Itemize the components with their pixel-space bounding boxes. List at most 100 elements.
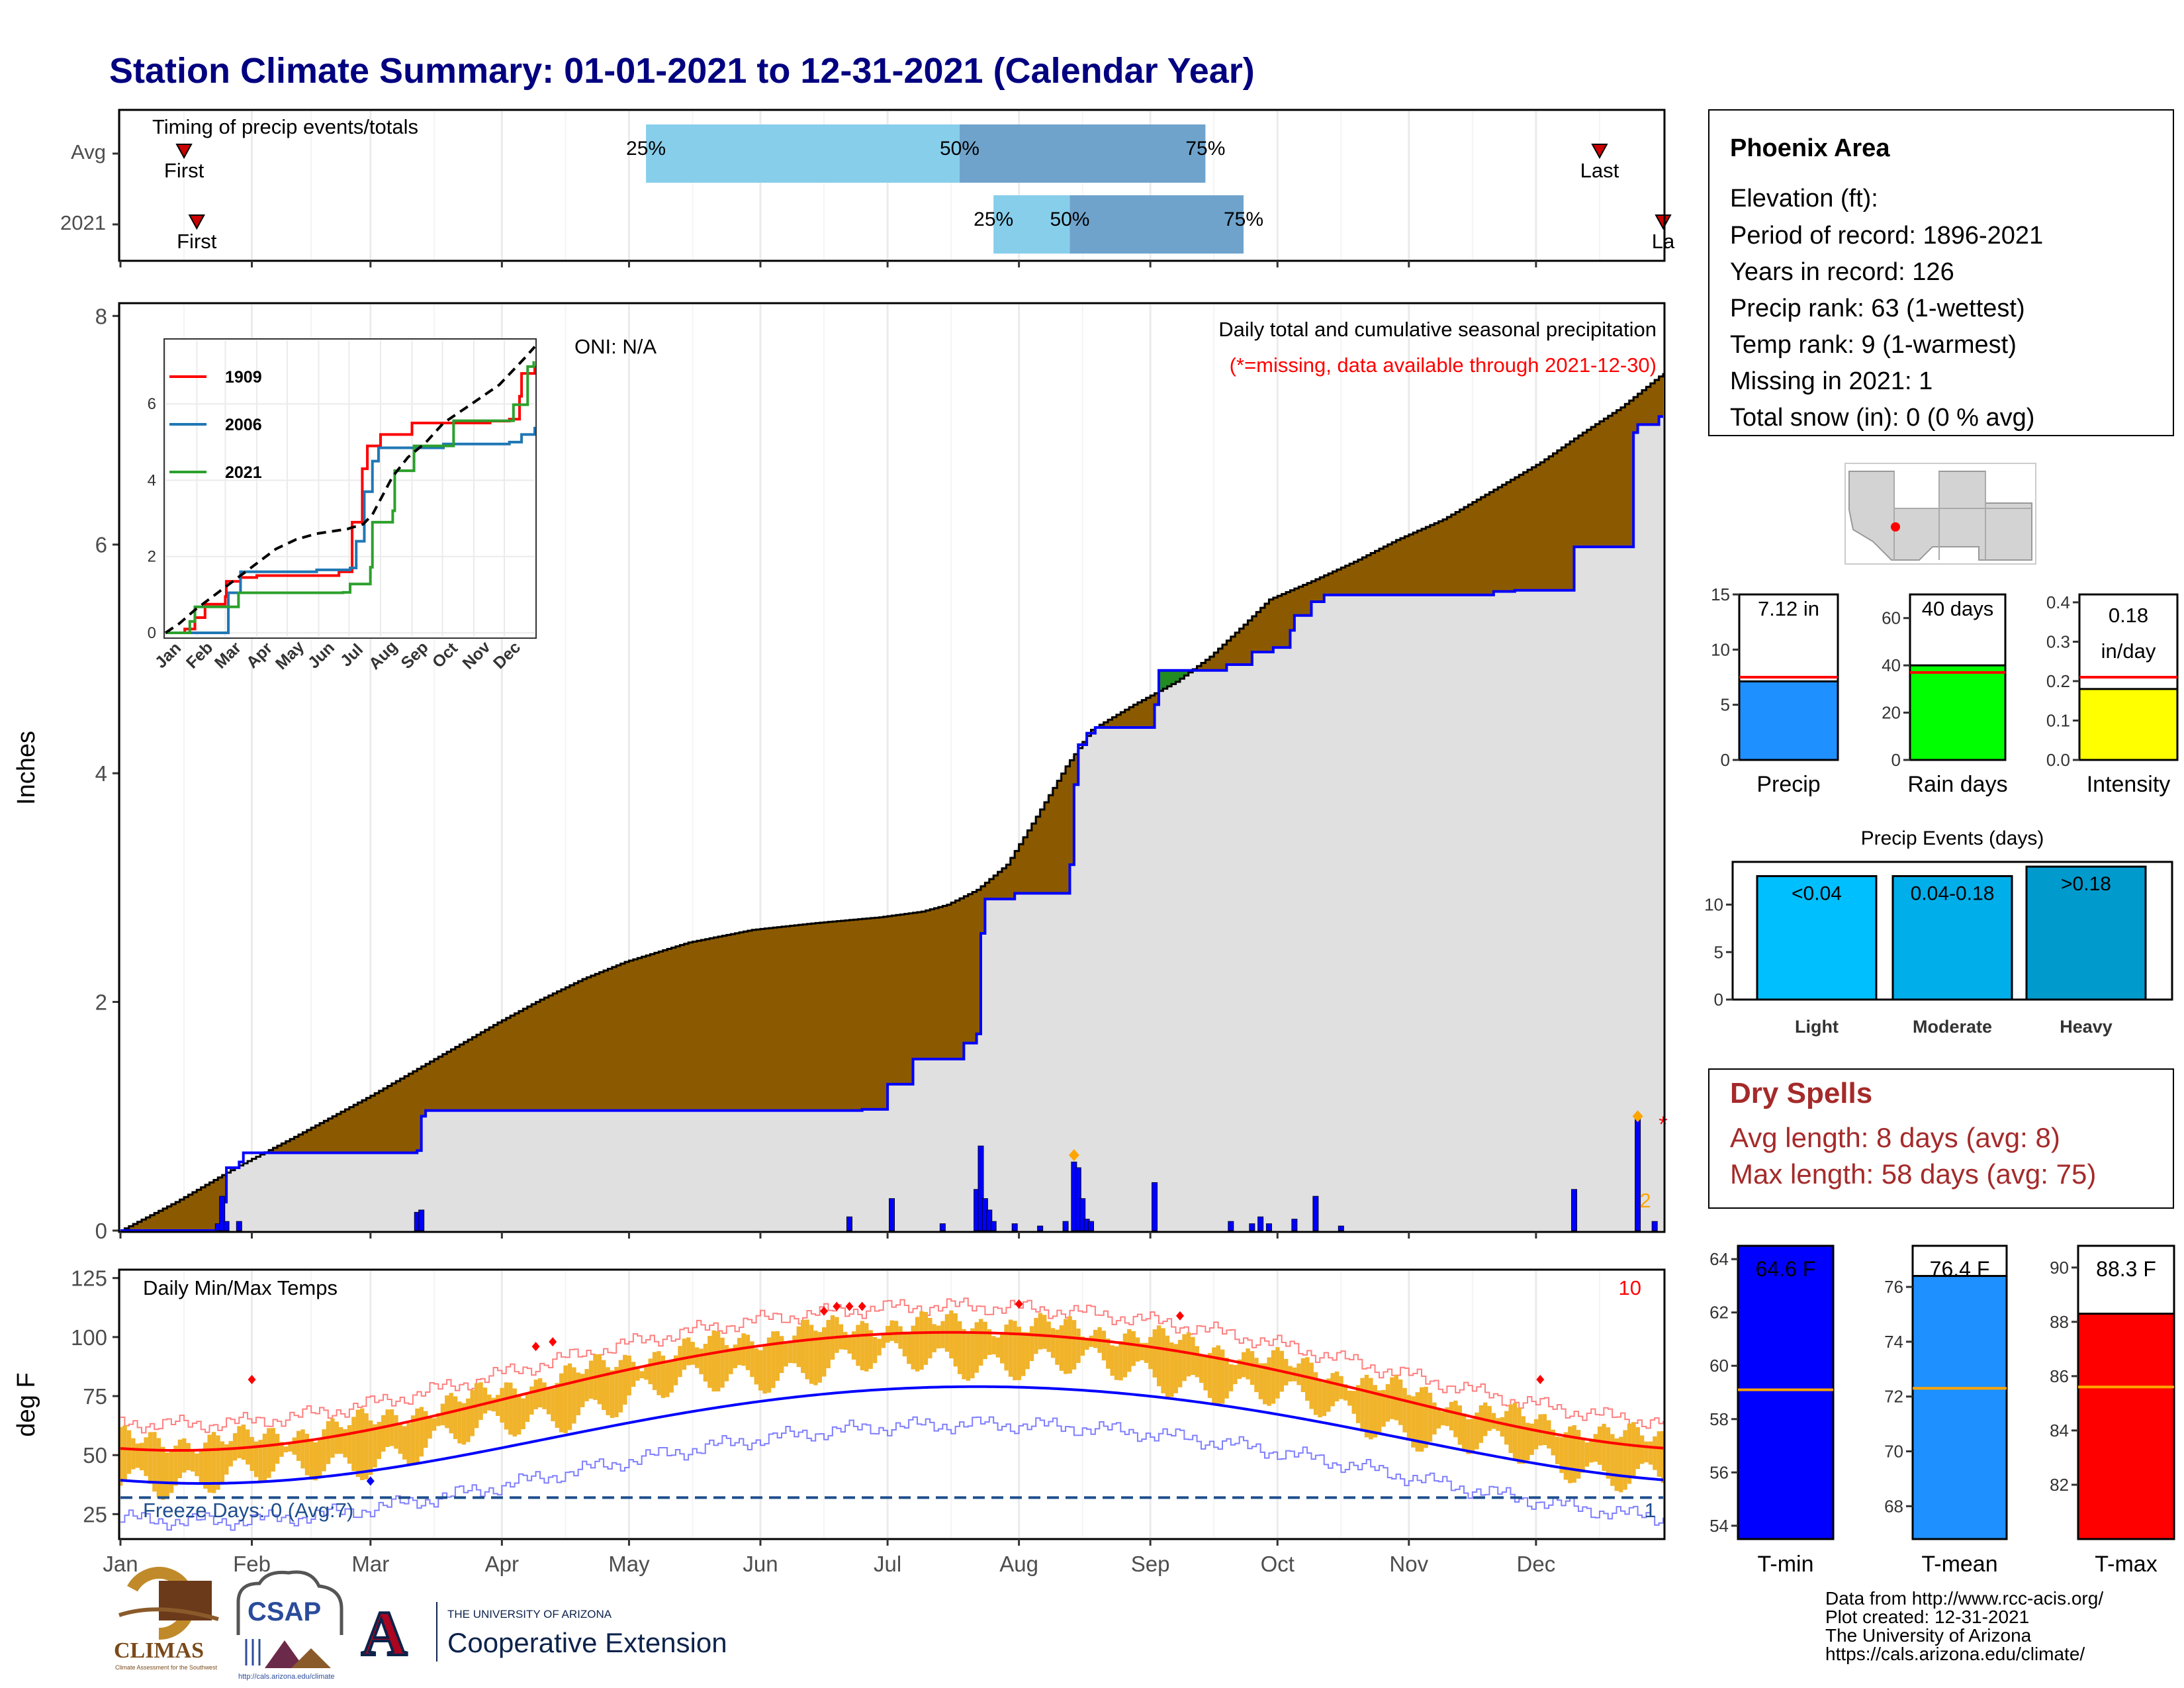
daily-temp-bar: [1339, 1376, 1343, 1399]
temp-axis-label: T-mean: [1921, 1552, 1997, 1577]
daily-temp-bar: [1466, 1419, 1471, 1454]
daily-temp-bar: [775, 1331, 780, 1381]
inset-avg-line: [164, 346, 536, 634]
timing-panel: 25% 50% 75% First Last 25% 50% 75% First La Timin…: [60, 109, 1675, 267]
daily-temp-bar: [1653, 1436, 1657, 1470]
summary-axis-label: Intensity: [2087, 772, 2171, 797]
record-low-line: [120, 1416, 1664, 1531]
climas-wordmark: CLIMAS: [114, 1638, 204, 1663]
daily-temp-bar: [555, 1383, 559, 1428]
daily-temp-bar: [877, 1338, 882, 1356]
avg-min-temp-line: [120, 1385, 1664, 1485]
daily-temp-bar: [241, 1425, 246, 1460]
daily-temp-bar: [1419, 1387, 1424, 1452]
daily-temp-bar: [199, 1450, 204, 1483]
daily-temp-bar: [495, 1395, 500, 1417]
daily-temp-bar: [1004, 1324, 1009, 1371]
avg-p50-label: 50%: [940, 138, 979, 160]
daily-temp-bar: [1415, 1392, 1420, 1452]
temp-tick-label: 60: [1709, 1356, 1729, 1376]
daily-temp-bar: [606, 1367, 610, 1415]
daily-temp-bar: [220, 1441, 225, 1483]
summary-tick-label: 5: [1721, 695, 1730, 715]
daily-temp-bar: [461, 1403, 467, 1445]
daily-temp-bar: [817, 1332, 823, 1383]
temp-value-label: 64.6 F: [1756, 1257, 1816, 1281]
month-label: Apr: [485, 1552, 519, 1576]
daily-temp-bar: [1475, 1412, 1479, 1450]
daily-temp-bar: [537, 1378, 543, 1407]
daily-temp-bar: [1445, 1407, 1449, 1427]
daily-precip-bar: [1011, 1223, 1018, 1231]
daily-temp-bar: [856, 1325, 860, 1366]
credit-line-4: https://cals.arizona.edu/climate/: [1825, 1644, 2085, 1664]
daily-temp-bar: [491, 1397, 496, 1412]
daily-temp-bar: [1025, 1332, 1030, 1370]
precip-ylabel: Inches: [13, 731, 40, 805]
events-axis-label: Moderate: [1913, 1017, 1992, 1037]
y-tick-label: 0: [95, 1219, 107, 1243]
daily-temp-bar: [940, 1321, 945, 1348]
daily-temp-bar: [118, 1427, 123, 1486]
events-title: Precip Events (days): [1861, 827, 2044, 849]
credits: Data from http://www.rcc-acis.org/ Plot …: [1825, 1588, 2103, 1664]
daily-temp-bar: [211, 1432, 216, 1493]
daily-temp-bar: [521, 1398, 525, 1430]
daily-temp-bar: [262, 1433, 267, 1481]
daily-temp-bar: [1250, 1351, 1255, 1385]
summary-tick-label: 40: [1882, 655, 1901, 675]
daily-temp-bar: [1110, 1345, 1115, 1376]
daily-temp-bar: [1055, 1329, 1060, 1365]
daily-temp-bar: [610, 1370, 615, 1419]
daily-temp-bar: [572, 1367, 576, 1424]
dry-spells-title: Dry Spells: [1730, 1077, 1872, 1109]
daily-temp-bar: [546, 1387, 551, 1415]
daily-temp-bar: [703, 1344, 708, 1382]
daily-temp-bar: [253, 1441, 259, 1477]
avg-cumulative-line: [120, 373, 1664, 1232]
month-label: Jul: [874, 1552, 901, 1576]
daily-temp-bar: [1508, 1404, 1513, 1454]
daily-temp-bar: [1406, 1395, 1412, 1441]
daily-temp-bar: [267, 1428, 271, 1478]
daily-temp-bar: [928, 1317, 933, 1359]
daily-temp-bar: [618, 1360, 623, 1413]
daily-temp-bar: [1436, 1410, 1441, 1429]
daily-precip-bar: [1312, 1196, 1319, 1231]
daily-precip-bar: [219, 1196, 226, 1231]
daily-temp-bar: [970, 1328, 975, 1379]
daily-precip-bar: [939, 1223, 946, 1231]
summary-tick-label: 20: [1882, 703, 1901, 723]
daily-temp-bar: [1131, 1331, 1136, 1366]
daily-temp-bar: [1487, 1406, 1492, 1431]
daily-temp-bar: [195, 1453, 199, 1476]
daily-temp-bar: [576, 1372, 581, 1416]
daily-temp-bar: [678, 1346, 682, 1378]
daily-temp-bar: [733, 1344, 737, 1368]
daily-temp-bar: [283, 1446, 289, 1452]
daily-temp-bar: [1195, 1346, 1199, 1378]
daily-temp-bar: [1165, 1335, 1170, 1397]
daily-temp-bar: [796, 1326, 801, 1368]
daily-temp-bar: [745, 1335, 751, 1370]
daily-temp-bar: [453, 1396, 458, 1440]
daily-temp-bar: [644, 1366, 649, 1380]
daily-temp-bar: [224, 1444, 229, 1475]
daily-temp-bar: [1228, 1364, 1234, 1391]
daily-temp-bar: [1381, 1389, 1386, 1427]
daily-temp-bar: [1355, 1385, 1361, 1423]
daily-temp-bar: [1576, 1430, 1581, 1479]
daily-temp-bar: [729, 1348, 733, 1374]
daily-temp-bar: [1547, 1420, 1551, 1449]
station-precip-rank: Precip rank: 63 (1-wettest): [1730, 295, 2025, 322]
daily-temp-bar: [1631, 1422, 1636, 1477]
daily-temp-bar: [660, 1355, 666, 1398]
temp-tick-label: 70: [1884, 1442, 1903, 1462]
daily-temp-bar: [156, 1438, 161, 1498]
y2021-last-marker: [1655, 214, 1672, 230]
daily-temp-bar: [457, 1401, 462, 1444]
daily-temp-bar: [131, 1438, 136, 1470]
temp-tick-label: 90: [2050, 1258, 2069, 1278]
daily-temp-bar: [271, 1428, 275, 1472]
events-bar-text: <0.04: [1792, 883, 1842, 905]
